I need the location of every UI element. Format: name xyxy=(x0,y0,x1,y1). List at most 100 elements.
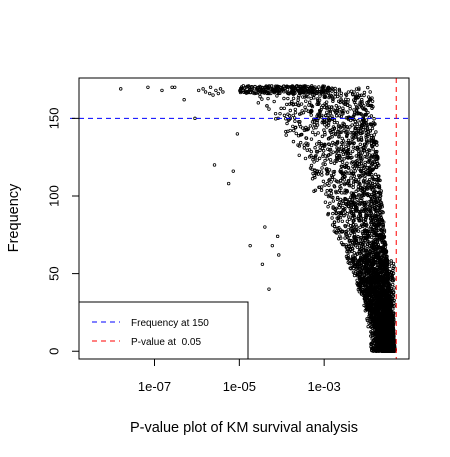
data-point xyxy=(325,87,329,92)
data-point xyxy=(304,99,308,103)
data-point xyxy=(246,84,251,88)
data-point xyxy=(285,84,289,88)
data-point xyxy=(323,132,327,137)
data-point xyxy=(350,216,355,221)
data-point xyxy=(355,164,360,169)
data-point xyxy=(362,219,366,223)
data-point xyxy=(367,160,371,164)
data-point xyxy=(331,140,335,145)
data-point xyxy=(371,250,376,255)
data-point xyxy=(367,229,371,234)
data-point xyxy=(347,201,351,206)
data-point xyxy=(339,144,344,149)
data-point xyxy=(375,200,379,205)
data-point xyxy=(207,91,212,96)
data-point xyxy=(332,185,337,189)
data-point xyxy=(389,286,394,291)
data-point xyxy=(305,91,309,95)
data-point xyxy=(334,189,338,194)
data-point xyxy=(380,205,384,209)
data-point xyxy=(376,155,380,159)
data-point xyxy=(346,165,351,170)
data-point xyxy=(337,188,342,193)
data-point xyxy=(342,213,346,218)
data-point xyxy=(316,131,320,135)
data-point xyxy=(359,158,363,163)
data-point xyxy=(302,143,306,147)
data-point xyxy=(324,192,328,196)
data-point xyxy=(216,91,221,96)
data-point xyxy=(333,109,337,113)
data-point xyxy=(370,281,375,285)
data-point xyxy=(327,142,331,147)
data-point xyxy=(372,231,377,235)
data-point xyxy=(368,321,373,325)
data-point xyxy=(376,228,380,233)
data-point xyxy=(377,214,382,218)
data-point xyxy=(292,85,297,90)
data-point xyxy=(297,144,302,148)
data-point xyxy=(341,106,345,110)
data-point xyxy=(373,163,377,167)
data-point xyxy=(349,161,354,165)
data-point xyxy=(350,203,354,207)
data-point xyxy=(309,109,314,113)
data-point xyxy=(310,104,315,109)
data-point xyxy=(343,224,348,229)
data-point xyxy=(364,223,369,227)
data-point xyxy=(370,340,374,345)
data-point xyxy=(318,145,322,149)
data-point xyxy=(347,171,351,175)
data-point xyxy=(375,301,379,306)
data-point xyxy=(351,223,356,227)
data-point xyxy=(375,251,379,255)
data-point xyxy=(331,205,335,209)
data-point xyxy=(369,156,373,160)
data-point xyxy=(371,136,375,140)
data-point xyxy=(332,169,337,174)
data-point xyxy=(382,308,386,312)
data-point xyxy=(366,324,370,329)
data-point xyxy=(370,99,375,103)
data-point xyxy=(359,137,364,141)
data-point xyxy=(365,100,369,105)
data-point xyxy=(375,246,379,251)
data-point xyxy=(243,90,247,94)
data-point xyxy=(359,223,364,227)
data-point xyxy=(318,148,322,153)
data-point xyxy=(391,294,396,298)
data-point xyxy=(378,349,383,353)
data-point xyxy=(375,345,379,349)
data-point xyxy=(305,127,310,132)
data-point xyxy=(293,107,298,112)
data-point xyxy=(369,199,373,203)
data-point xyxy=(301,91,306,95)
data-point xyxy=(364,303,368,307)
data-point xyxy=(382,253,386,258)
data-point xyxy=(356,111,360,115)
data-point xyxy=(287,92,291,96)
data-point xyxy=(289,85,294,90)
data-point xyxy=(260,97,264,101)
data-point xyxy=(344,92,348,96)
data-point xyxy=(318,108,322,113)
data-point xyxy=(331,150,335,154)
data-point xyxy=(292,128,296,133)
data-point xyxy=(347,140,351,145)
data-point xyxy=(329,188,333,193)
data-point xyxy=(350,193,355,198)
data-point xyxy=(348,125,352,129)
data-point xyxy=(291,124,295,129)
data-point xyxy=(360,230,365,234)
data-point xyxy=(372,339,376,343)
data-point xyxy=(350,229,354,233)
data-point xyxy=(260,85,265,90)
data-point xyxy=(306,142,310,146)
data-point xyxy=(265,85,269,90)
data-point xyxy=(375,161,380,166)
data-point xyxy=(277,253,281,257)
data-point xyxy=(329,152,333,156)
data-point xyxy=(391,311,396,315)
data-point xyxy=(307,103,311,107)
data-point xyxy=(354,95,359,100)
